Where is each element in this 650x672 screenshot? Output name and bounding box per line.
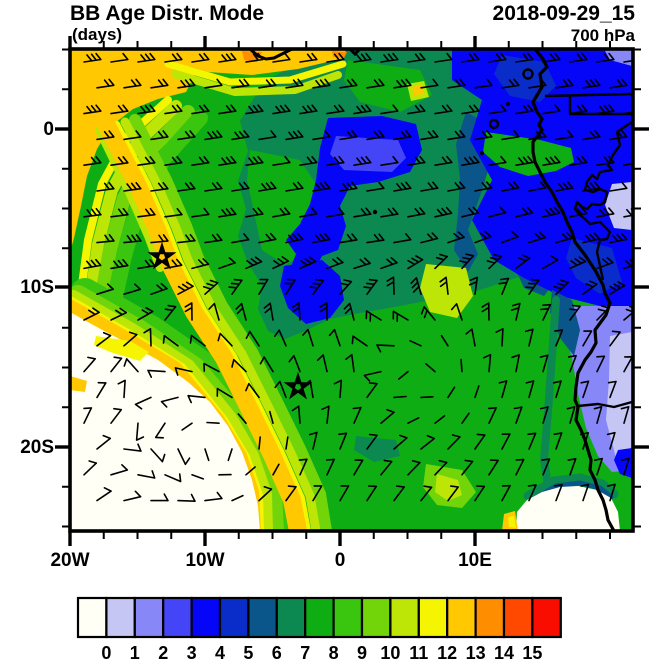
colorbar-label: 4 [215,643,225,663]
x-axis-label: 0 [335,550,346,571]
colorbar-cell [476,598,504,637]
x-axis-label: 10E [458,550,492,571]
colorbar-cell [447,598,475,637]
colorbar-label: 14 [494,643,514,663]
colorbar-cell [135,598,163,637]
y-axis-label: 20S [20,437,54,458]
colorbar-cell [390,598,418,637]
colorbar-cell [106,598,134,637]
colorbar-label: 13 [466,643,486,663]
y-axis-label: 10S [20,277,54,298]
colorbar-label: 11 [409,643,428,663]
colorbar-label: 8 [329,643,339,663]
wind-barb [207,423,219,424]
colorbar-cell [277,598,305,637]
colorbar-cell [78,598,106,637]
plot-datetime: 2018-09-29_15 [493,2,635,26]
x-axis-label: 20W [50,550,89,571]
wind-barb [461,360,462,372]
plot-level: 700 hPa [571,26,635,46]
colorbar-cell [532,598,560,637]
colorbar-label: 12 [437,643,457,663]
colorbar-label: 9 [357,643,367,663]
colorbar-label: 10 [380,643,400,663]
island-marker [506,102,510,106]
island-marker [480,151,484,155]
x-axis-label: 10W [185,550,224,571]
colorbar-label: 2 [158,643,168,663]
colorbar-cell [334,598,362,637]
y-axis-label: 0 [43,119,54,140]
colorbar-cell [362,598,390,637]
plot-units: (days) [72,25,122,45]
colorbar-label: 3 [187,643,197,663]
colorbar-label: 6 [272,643,282,663]
colorbar-cell [504,598,532,637]
colorbar-cell [419,598,447,637]
wind-barb [421,397,433,398]
colorbar-label: 7 [300,643,310,663]
colorbar-cell [305,598,333,637]
colorbar-cell [163,598,191,637]
colorbar-label: 1 [130,643,140,663]
island-marker [373,210,377,214]
colorbar-cell [220,598,248,637]
colorbar-label: 5 [243,643,253,663]
colorbar-cell [248,598,276,637]
colorbar-label: 15 [522,643,542,663]
wind-barb [394,397,406,398]
region-periwinkle-center-core [330,136,406,172]
colorbar-label: 0 [101,643,111,663]
plot-title: BB Age Distr. Mode [70,2,264,26]
colorbar-cell [192,598,220,637]
